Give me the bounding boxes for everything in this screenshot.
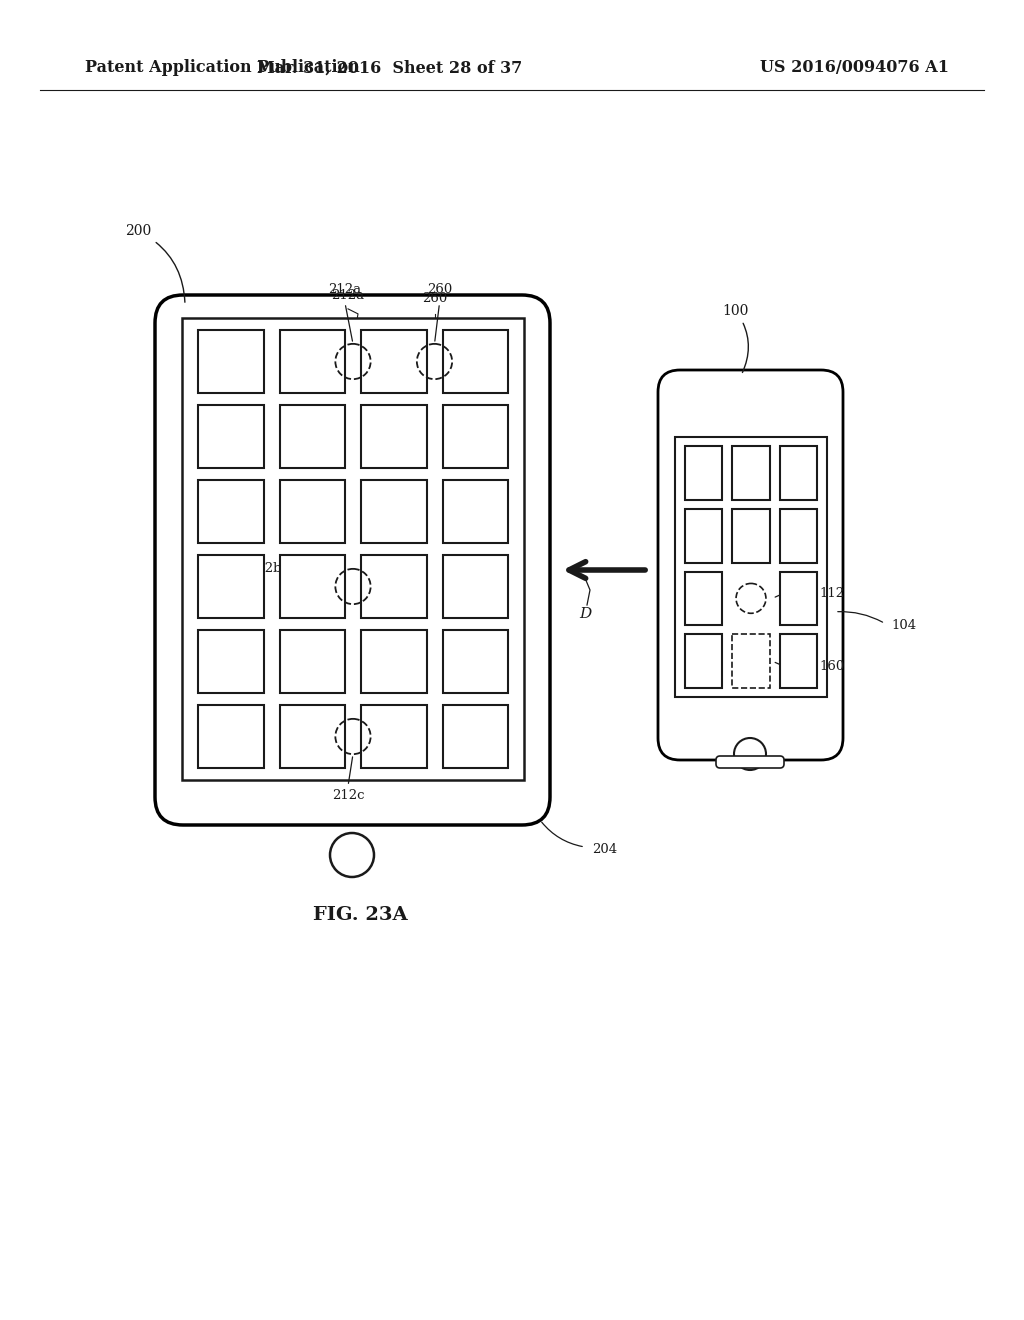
Text: 204: 204 <box>592 843 617 855</box>
Bar <box>198 705 263 768</box>
Bar <box>732 446 770 500</box>
Bar <box>685 446 722 500</box>
Bar <box>779 572 817 626</box>
Bar <box>361 705 427 768</box>
Text: Patent Application Publication: Patent Application Publication <box>85 59 359 77</box>
Text: 112: 112 <box>819 587 845 599</box>
Bar <box>732 508 770 562</box>
Bar <box>361 630 427 693</box>
Text: 212a: 212a <box>329 282 361 296</box>
Text: 104: 104 <box>891 619 916 632</box>
Bar <box>732 634 770 688</box>
Bar <box>779 446 817 500</box>
Text: D: D <box>579 607 591 620</box>
Bar <box>198 330 263 393</box>
FancyBboxPatch shape <box>716 756 784 768</box>
Text: US 2016/0094076 A1: US 2016/0094076 A1 <box>760 59 949 77</box>
Bar <box>442 330 508 393</box>
Bar <box>685 572 722 626</box>
Text: 100: 100 <box>723 304 750 372</box>
Text: 160: 160 <box>819 660 845 673</box>
Text: 212c: 212c <box>332 789 365 803</box>
Bar <box>361 405 427 469</box>
Bar <box>685 508 722 562</box>
Text: FIG. 23A: FIG. 23A <box>312 906 408 924</box>
Bar <box>442 630 508 693</box>
Bar <box>280 705 345 768</box>
Bar <box>442 480 508 543</box>
Text: 200: 200 <box>125 224 185 302</box>
Bar <box>442 705 508 768</box>
FancyBboxPatch shape <box>155 294 550 825</box>
Bar <box>198 480 263 543</box>
Bar <box>198 405 263 469</box>
Bar <box>280 330 345 393</box>
Bar <box>361 554 427 618</box>
Bar <box>361 480 427 543</box>
Bar <box>779 508 817 562</box>
Bar <box>779 634 817 688</box>
Text: 260: 260 <box>427 282 453 296</box>
Text: Mar. 31, 2016  Sheet 28 of 37: Mar. 31, 2016 Sheet 28 of 37 <box>257 59 522 77</box>
Bar <box>198 554 263 618</box>
Bar <box>198 630 263 693</box>
Bar <box>442 405 508 469</box>
Text: 212a: 212a <box>332 289 365 302</box>
Bar <box>361 330 427 393</box>
FancyBboxPatch shape <box>658 370 843 760</box>
Bar <box>442 554 508 618</box>
Bar <box>685 634 722 688</box>
Bar <box>280 480 345 543</box>
Bar <box>675 437 827 697</box>
Bar <box>280 554 345 618</box>
Bar <box>280 405 345 469</box>
Text: 212b: 212b <box>249 561 282 574</box>
Text: 260: 260 <box>422 292 447 305</box>
Bar <box>280 630 345 693</box>
Bar <box>182 318 524 780</box>
